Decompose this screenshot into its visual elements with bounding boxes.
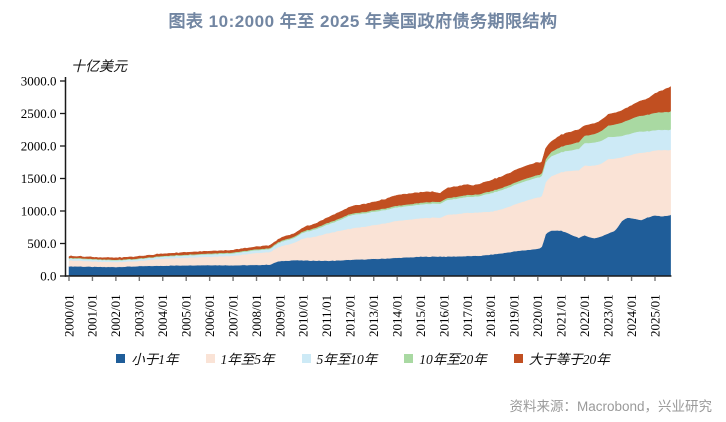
legend-swatch-lt-1y [116,353,126,363]
x-tick-label: 2020/01 [530,294,545,337]
y-tick-label: 0.0 [40,269,56,284]
x-tick-label: 2008/01 [249,294,264,337]
y-axis-unit-label: 十亿美元 [71,60,127,75]
legend-label-10y-20y: 10年至20年 [419,352,487,367]
x-tick-label: 2013/01 [366,294,381,337]
x-tick-label: 2000/01 [61,294,76,337]
x-tick-label: 2004/01 [155,294,170,337]
x-tick-label: 2001/01 [85,294,100,337]
legend-item-1y-5y: 1年至5年 [205,348,275,368]
y-tick-label: 500.0 [27,236,56,251]
legend-item-gte-20y: 大于等于20年 [513,348,610,368]
legend-swatch-gte-20y [513,353,523,363]
legend-label-5y-10y: 5年至10年 [316,352,378,367]
area-series-4 [68,86,671,261]
chart-legend: 小于1年 1年至5年 5年至10年 10年至20年 大于等于20年 [0,348,726,368]
x-tick-label: 2021/01 [554,294,569,337]
y-tick-label: 2500.0 [21,106,57,121]
y-axis-ticks: 0.0 500.0 1000.0 1500.0 2000.0 2500.0 3000.0 [21,74,66,284]
chart-title: 图表 10:2000 年至 2025 年美国政府债务期限结构 [168,12,558,31]
legend-swatch-1y-5y [205,353,215,363]
source-note: 资料来源：Macrobond，兴业研究 [509,399,712,414]
legend-swatch-10y-20y [404,353,414,363]
x-tick-label: 2017/01 [460,294,475,337]
x-tick-label: 2015/01 [413,294,428,337]
y-tick-label: 3000.0 [21,74,57,89]
legend-label-1y-5y: 1年至5年 [220,352,275,367]
x-tick-label: 2024/01 [624,294,639,337]
legend-item-lt-1y: 小于1年 [116,348,179,368]
y-tick-label: 1500.0 [21,171,57,186]
x-tick-label: 2025/01 [647,294,662,337]
y-tick-label: 1000.0 [21,204,57,219]
x-tick-label: 2007/01 [225,294,240,337]
x-tick-label: 2011/01 [319,295,334,337]
x-axis-ticks: 2000/01 2001/01 2002/01 2003/01 2004/01 2005/… [61,277,662,337]
x-tick-label: 2023/01 [600,294,615,337]
x-tick-label: 2016/01 [436,294,451,337]
x-tick-label: 2018/01 [483,294,498,337]
x-tick-label: 2022/01 [577,294,592,337]
x-tick-label: 2019/01 [507,294,522,337]
x-tick-label: 2012/01 [343,294,358,337]
x-tick-label: 2003/01 [132,294,147,337]
legend-item-5y-10y: 5年至10年 [301,348,378,368]
legend-label-gte-20y: 大于等于20年 [528,352,610,367]
legend-swatch-5y-10y [301,353,311,363]
legend-label-lt-1y: 小于1年 [131,352,179,367]
x-tick-label: 2002/01 [108,294,123,337]
x-tick-label: 2010/01 [296,294,311,337]
series-areas [68,86,671,277]
x-tick-label: 2005/01 [179,294,194,337]
x-tick-label: 2014/01 [389,294,404,337]
x-tick-label: 2006/01 [202,294,217,337]
legend-item-10y-20y: 10年至20年 [404,348,487,368]
y-tick-label: 2000.0 [21,139,57,154]
x-tick-label: 2009/01 [272,294,287,337]
